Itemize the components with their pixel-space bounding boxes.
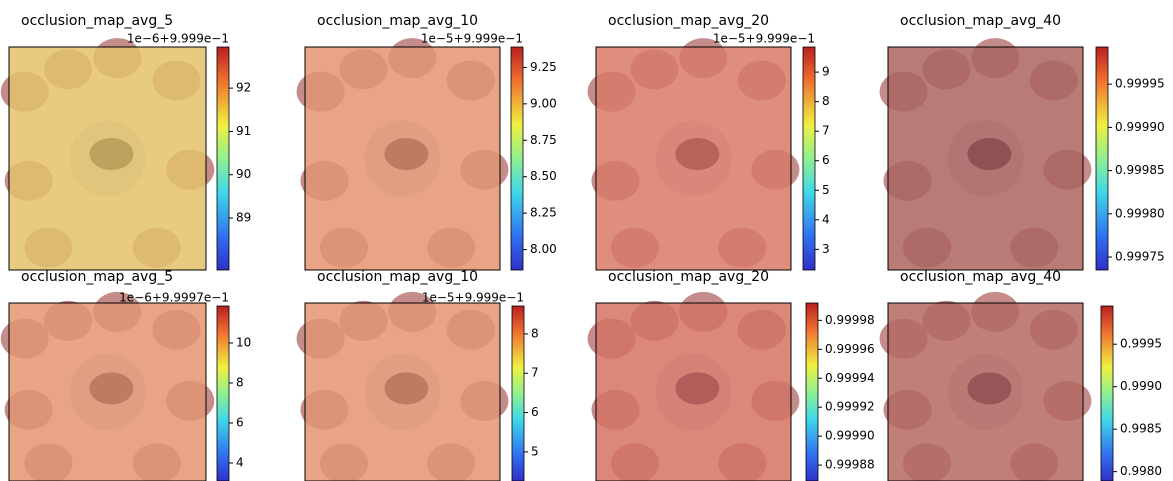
colorbar bbox=[1095, 46, 1109, 271]
colorbar-tick-label: 7 bbox=[822, 124, 830, 138]
colorbar-tick-label: 92 bbox=[236, 81, 251, 95]
offset-label: 1e−6+9.9997e−1 bbox=[119, 291, 229, 305]
colorbar-tick-label: 4 bbox=[822, 212, 830, 226]
panel: occlusion_map_avg_20 0.99988 0.99990 0.9999… bbox=[587, 269, 875, 481]
colorbar-tick-label: 89 bbox=[236, 211, 251, 225]
panel-title: occlusion_map_avg_10 bbox=[317, 13, 478, 29]
panel-title: occlusion_map_avg_20 bbox=[608, 13, 769, 29]
colorbar-tick-label: 0.99975 bbox=[1115, 250, 1165, 264]
overlay bbox=[305, 47, 500, 270]
colorbar-tick-label: 3 bbox=[822, 242, 830, 256]
image-frame bbox=[595, 46, 792, 271]
colorbar-tick-label: 90 bbox=[236, 167, 251, 181]
colorbar-tick-label: 8.25 bbox=[530, 206, 557, 220]
overlay bbox=[305, 303, 500, 481]
panel: occlusion_map_avg_5 89 90 91 92 1e−6+9.999e−1 bbox=[0, 13, 251, 271]
colorbar-tick-label: 0.99992 bbox=[825, 400, 875, 414]
overlay bbox=[9, 47, 206, 270]
image-frame bbox=[304, 302, 501, 481]
panel: occlusion_map_avg_40 0.99975 0.99980 0.9998… bbox=[879, 13, 1165, 271]
colorbar bbox=[510, 46, 524, 271]
panel: occlusion_map_avg_10 8.00 8.25 8.50 8.75 9.00… bbox=[296, 13, 557, 271]
colorbar bbox=[511, 305, 525, 481]
image-frame bbox=[595, 302, 792, 481]
overlay bbox=[888, 47, 1083, 270]
colorbar-tick-label: 91 bbox=[236, 124, 251, 138]
offset-label: 1e−5+9.999e−1 bbox=[421, 32, 523, 46]
colorbar-tick-label: 6 bbox=[531, 405, 539, 419]
panel-title: occlusion_map_avg_40 bbox=[900, 269, 1061, 285]
overlay bbox=[9, 303, 206, 481]
colorbar-tick-label: 0.9980 bbox=[1120, 464, 1162, 478]
image-frame bbox=[8, 46, 207, 271]
offset-label: 1e−5+9.999e−1 bbox=[422, 291, 524, 305]
colorbar-tick-label: 9.00 bbox=[530, 96, 557, 110]
overlay bbox=[888, 303, 1083, 481]
colorbar-tick-label: 8 bbox=[236, 376, 244, 390]
colorbar-tick-label: 0.99990 bbox=[825, 429, 875, 443]
panel: occlusion_map_avg_20 4 5 6 7 8 9 3 1e−5+9.999e−1 bbox=[587, 13, 830, 271]
panel-title: occlusion_map_avg_5 bbox=[21, 13, 173, 29]
image-frame bbox=[8, 302, 207, 481]
colorbar-tick-label: 0.99995 bbox=[1115, 77, 1165, 91]
colorbar-tick-label: 0.99980 bbox=[1115, 206, 1165, 220]
colorbar-tick-label: 8.00 bbox=[530, 242, 557, 256]
panel-title: occlusion_map_avg_40 bbox=[900, 13, 1061, 29]
panel-title: occlusion_map_avg_10 bbox=[317, 269, 478, 285]
colorbar-tick-label: 6 bbox=[236, 416, 244, 430]
colorbar-tick-label: 8 bbox=[531, 326, 539, 340]
colorbar-tick-label: 5 bbox=[822, 183, 830, 197]
colorbar-tick-label: 9 bbox=[822, 65, 830, 79]
colorbar-tick-label: 4 bbox=[236, 456, 244, 470]
colorbar-tick-label: 7 bbox=[531, 366, 539, 380]
colorbar-tick-label: 6 bbox=[822, 153, 830, 167]
overlay bbox=[596, 47, 791, 270]
colorbar bbox=[802, 46, 816, 271]
colorbar bbox=[805, 302, 819, 481]
colorbar-tick-label: 0.99996 bbox=[825, 342, 875, 356]
offset-label: 1e−5+9.999e−1 bbox=[713, 32, 815, 46]
colorbar-tick-label: 8 bbox=[822, 94, 830, 108]
image-frame bbox=[887, 46, 1084, 271]
colorbar-tick-label: 0.9990 bbox=[1120, 379, 1162, 393]
colorbar-tick-label: 0.99998 bbox=[825, 313, 875, 327]
image-frame bbox=[887, 302, 1084, 481]
panel: occlusion_map_avg_40 0.9980 0.9985 0.9990 0.… bbox=[879, 269, 1162, 481]
colorbar bbox=[216, 305, 230, 481]
colorbar-tick-label: 8.75 bbox=[530, 133, 557, 147]
colorbar-tick-label: 5 bbox=[531, 444, 539, 458]
colorbar-tick-label: 0.9985 bbox=[1120, 422, 1162, 436]
image-frame bbox=[304, 46, 501, 271]
colorbar-tick-label: 0.9995 bbox=[1120, 337, 1162, 351]
overlay bbox=[596, 303, 791, 481]
offset-label: 1e−6+9.999e−1 bbox=[127, 32, 229, 46]
panel-title: occlusion_map_avg_5 bbox=[21, 269, 173, 285]
panel: occlusion_map_avg_5 4 6 8 10 1e−6+9.9997e−1 bbox=[0, 269, 251, 481]
colorbar bbox=[1100, 305, 1114, 481]
colorbar bbox=[216, 46, 230, 271]
panel: occlusion_map_avg_10 5 6 7 8 1e−5+9.999e−1 bbox=[296, 269, 539, 481]
colorbar-tick-label: 0.99985 bbox=[1115, 163, 1165, 177]
colorbar-tick-label: 8.50 bbox=[530, 169, 557, 183]
panel-title: occlusion_map_avg_20 bbox=[608, 269, 769, 285]
colorbar-tick-label: 0.99988 bbox=[825, 458, 875, 472]
colorbar-tick-label: 9.25 bbox=[530, 60, 557, 74]
colorbar-tick-label: 10 bbox=[236, 336, 251, 350]
colorbar-tick-label: 0.99994 bbox=[825, 371, 875, 385]
colorbar-tick-label: 0.99990 bbox=[1115, 120, 1165, 134]
